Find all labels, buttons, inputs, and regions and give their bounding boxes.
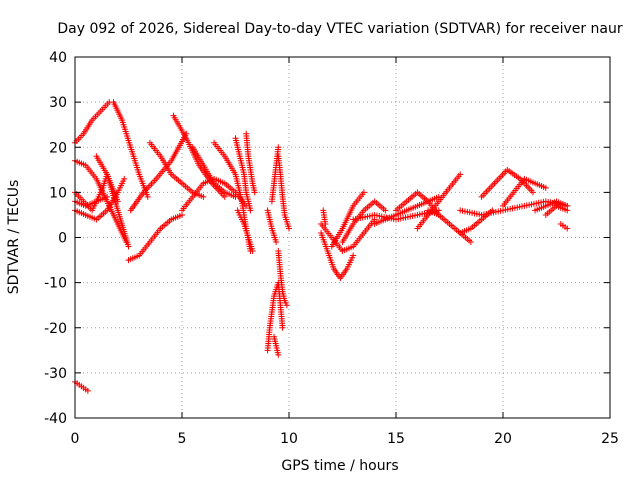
chart-title: Day 092 of 2026, Sidereal Day-to-day VTE… — [57, 21, 623, 37]
y-tick-label: -30 — [44, 366, 67, 382]
y-tick-label: 10 — [49, 185, 67, 201]
data-point — [286, 225, 292, 232]
data-point — [322, 220, 329, 227]
y-tick-label: 0 — [58, 231, 67, 247]
data-point — [467, 239, 474, 246]
x-axis-label: GPS time / hours — [281, 458, 398, 474]
data-point — [350, 252, 357, 259]
x-tick-label: 10 — [280, 431, 298, 447]
data-point — [232, 193, 239, 200]
data-point — [279, 324, 286, 331]
y-tick-label: 40 — [49, 50, 67, 66]
y-tick-label: 30 — [49, 95, 67, 111]
grid — [75, 57, 610, 418]
y-axis-label: SDTVAR / TECUs — [6, 180, 22, 295]
data-point — [457, 171, 464, 178]
x-tick-label: 5 — [178, 431, 187, 447]
data-point — [275, 144, 282, 151]
x-tick-label: 25 — [601, 431, 619, 447]
x-tick-label: 20 — [494, 431, 512, 447]
data-point — [247, 207, 254, 214]
data-point — [84, 387, 91, 394]
data-point — [273, 239, 280, 246]
data-point — [564, 207, 571, 214]
x-tick-label: 0 — [71, 431, 80, 447]
y-tick-label: -20 — [44, 321, 67, 337]
data-point — [125, 243, 132, 250]
data-marks — [72, 99, 571, 394]
data-point — [104, 193, 111, 200]
data-point — [121, 175, 128, 182]
data-point — [564, 225, 571, 232]
data-point — [249, 248, 256, 255]
data-point — [283, 302, 290, 309]
y-tick-label: 20 — [49, 140, 67, 156]
data-point — [382, 207, 389, 214]
axes: 0 5 10 15 20 25 -40 -30 -20 -10 0 10 20 30 40 — [44, 50, 619, 447]
data-point — [542, 184, 549, 191]
y-tick-label: -40 — [44, 411, 67, 427]
data-point — [251, 189, 258, 196]
data-point — [200, 193, 207, 200]
x-tick-label: 15 — [387, 431, 405, 447]
data-point — [275, 351, 282, 358]
y-tick-label: -10 — [44, 276, 67, 292]
data-point — [529, 189, 536, 196]
data-point — [144, 193, 151, 200]
data-point — [360, 189, 367, 196]
